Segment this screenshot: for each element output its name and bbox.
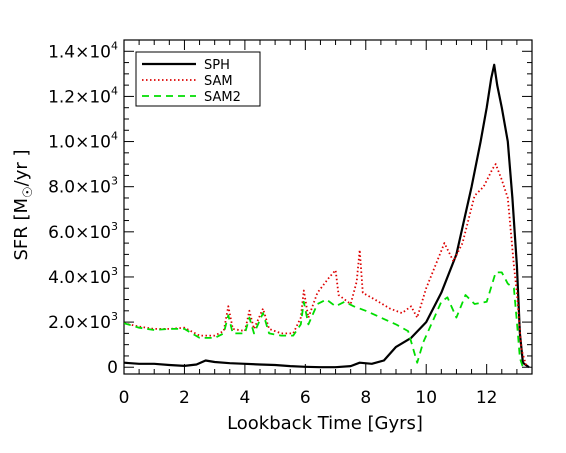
x-tick-label: 12 <box>476 388 498 408</box>
x-tick-label: 6 <box>300 388 311 408</box>
x-tick-label: 0 <box>119 388 130 408</box>
y-axis-ticks: 0 2.0×103 4.0×103 6.0×103 8.0×103 1.0×104 1.2×… <box>48 39 532 378</box>
x-tick-label: 2 <box>179 388 190 408</box>
legend-label-sam2: SAM2 <box>204 90 241 105</box>
plot-frame <box>123 39 533 375</box>
legend-label-sph: SPH <box>204 58 230 73</box>
x-tick-label: 10 <box>415 388 437 408</box>
x-axis-title: Lookback Time [Gyrs] <box>227 413 423 434</box>
y-axis-title-suffix: /yr ] <box>11 149 32 186</box>
y-axis-title: SFR [M☉/yr ] <box>11 149 36 260</box>
y-tick-label: 2.0×103 <box>48 310 118 333</box>
y-tick-label: 8.0×103 <box>48 175 118 198</box>
legend-label-sam: SAM <box>204 74 233 89</box>
legend-box <box>135 51 261 107</box>
y-tick-label: 4.0×103 <box>48 265 118 288</box>
y-tick-label: 1.4×104 <box>48 39 118 62</box>
x-tick-label: 4 <box>239 388 250 408</box>
svg-text:SFR [M☉/yr ]: SFR [M☉/yr ] <box>11 149 36 260</box>
series-line-sam <box>124 163 527 366</box>
x-tick-label: 8 <box>360 388 371 408</box>
y-tick-label: 0 <box>107 358 118 378</box>
solar-symbol-icon: ☉ <box>21 186 36 198</box>
y-tick-label: 1.0×104 <box>48 130 118 153</box>
series-line-sph <box>124 63 530 369</box>
plot-border <box>123 39 533 375</box>
x-axis-ticks: 0 2 4 6 8 10 12 <box>119 40 533 408</box>
y-tick-label: 6.0×103 <box>48 220 118 243</box>
y-axis-title-prefix: SFR [M <box>11 198 32 261</box>
series-layer <box>124 63 530 369</box>
y-tick-label: 1.2×104 <box>48 84 118 107</box>
series-line-sam2 <box>124 271 524 368</box>
